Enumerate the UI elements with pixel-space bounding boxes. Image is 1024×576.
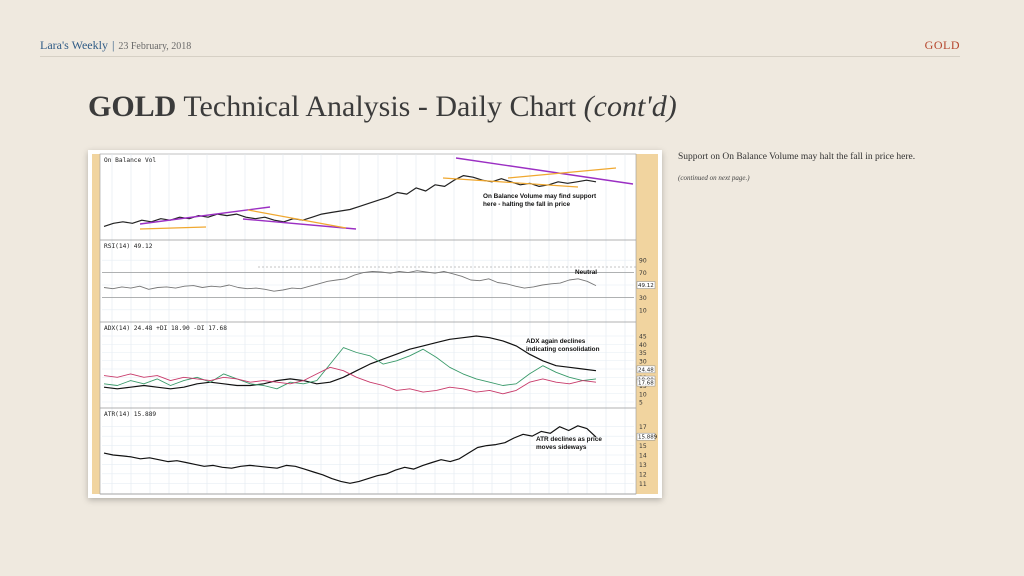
adx-tick-label: 10 [639, 391, 647, 398]
adx-panel-title: ADX(14) 24.48 +DI 18.90 -DI 17.68 [104, 325, 227, 332]
rsi-value-tag [636, 281, 656, 289]
adx-series-2 [103, 366, 597, 395]
atr-series-0 [103, 425, 597, 484]
note-continued: (continued on next page.) [678, 174, 750, 182]
rsi-tick-label: 90 [639, 258, 647, 265]
rsi-annotation: Neutral [575, 269, 597, 276]
obv-annotation: On Balance Volume may find support [483, 193, 597, 200]
note-main: Support on On Balance Volume may halt th… [678, 152, 916, 162]
brand-line: Lara's Weekly | 23 February, 2018 [40, 38, 191, 53]
title-italic: (cont'd) [583, 90, 677, 123]
atr-tick-label: 15 [639, 443, 647, 450]
topic-label: GOLD [924, 38, 960, 52]
atr-tick-label: 13 [639, 462, 647, 469]
adx-value-tag [636, 378, 656, 387]
adx-annotation: ADX again declines [526, 338, 586, 345]
right-frame [636, 154, 658, 494]
atr-annotation: ATR declines as price [536, 436, 602, 443]
rsi-tick-label: 30 [639, 295, 647, 302]
title-main: Technical Analysis - Daily Chart [183, 90, 577, 123]
adx-tick-label: 40 [639, 342, 647, 349]
adx-tick-label: 30 [639, 358, 647, 365]
adx-value-label: 24.48 [638, 367, 654, 373]
rsi-series-0 [103, 270, 597, 292]
gold-daily-chart: On Balance Vol On Balance Volume may find… [88, 150, 662, 498]
adx-tick-label: 45 [639, 334, 647, 341]
atr-tick-label: 14 [639, 453, 647, 460]
brand-name: Lara's Weekly [40, 38, 108, 52]
brand-separator: | [111, 38, 115, 52]
issue-date: 23 February, 2018 [118, 41, 192, 52]
atr-tick-label: 11 [639, 481, 647, 488]
slide-header: Lara's Weekly | 23 February, 2018 GOLD [40, 38, 960, 56]
adx-annotation: indicating consolidation [526, 346, 600, 353]
adx-value-label: 17.68 [638, 381, 654, 387]
rsi-value-label: 49.12 [638, 283, 654, 289]
adx-panel: 45403530252015105ADX(14) 24.48 +DI 18.90… [100, 325, 656, 409]
rsi-tick-label: 70 [639, 270, 647, 277]
rsi-panel-title: RSI(14) 49.12 [104, 243, 153, 250]
adx-value-tag [636, 365, 656, 374]
obv-annotation: here - halting the fall in price [483, 201, 570, 208]
atr-tick-label: 17 [639, 424, 647, 431]
atr-annotation: moves sideways [536, 444, 587, 451]
page-title: GOLD Technical Analysis - Daily Chart (c… [88, 90, 677, 124]
adx-tick-label: 5 [639, 400, 643, 407]
adx-tick-label: 15 [639, 383, 647, 390]
chart-grid [111, 154, 626, 494]
side-notes: Support on On Balance Volume may halt th… [678, 152, 978, 182]
obv-panel-title: On Balance Vol [104, 157, 156, 164]
rsi-tick-label: 10 [639, 307, 647, 314]
atr-value-label: 15.889 [638, 435, 658, 441]
atr-tick-label: 12 [639, 471, 647, 478]
adx-series-1 [103, 347, 597, 390]
left-frame [92, 154, 100, 494]
atr-value-tag [636, 432, 656, 441]
adx-tick-label: 35 [639, 350, 647, 357]
header-divider [40, 56, 960, 57]
chart-screenshot: On Balance Vol On Balance Volume may find… [88, 150, 662, 498]
trendlines [139, 157, 636, 268]
atr-panel-title: ATR(14) 15.889 [104, 411, 156, 418]
title-bold: GOLD [88, 90, 177, 123]
